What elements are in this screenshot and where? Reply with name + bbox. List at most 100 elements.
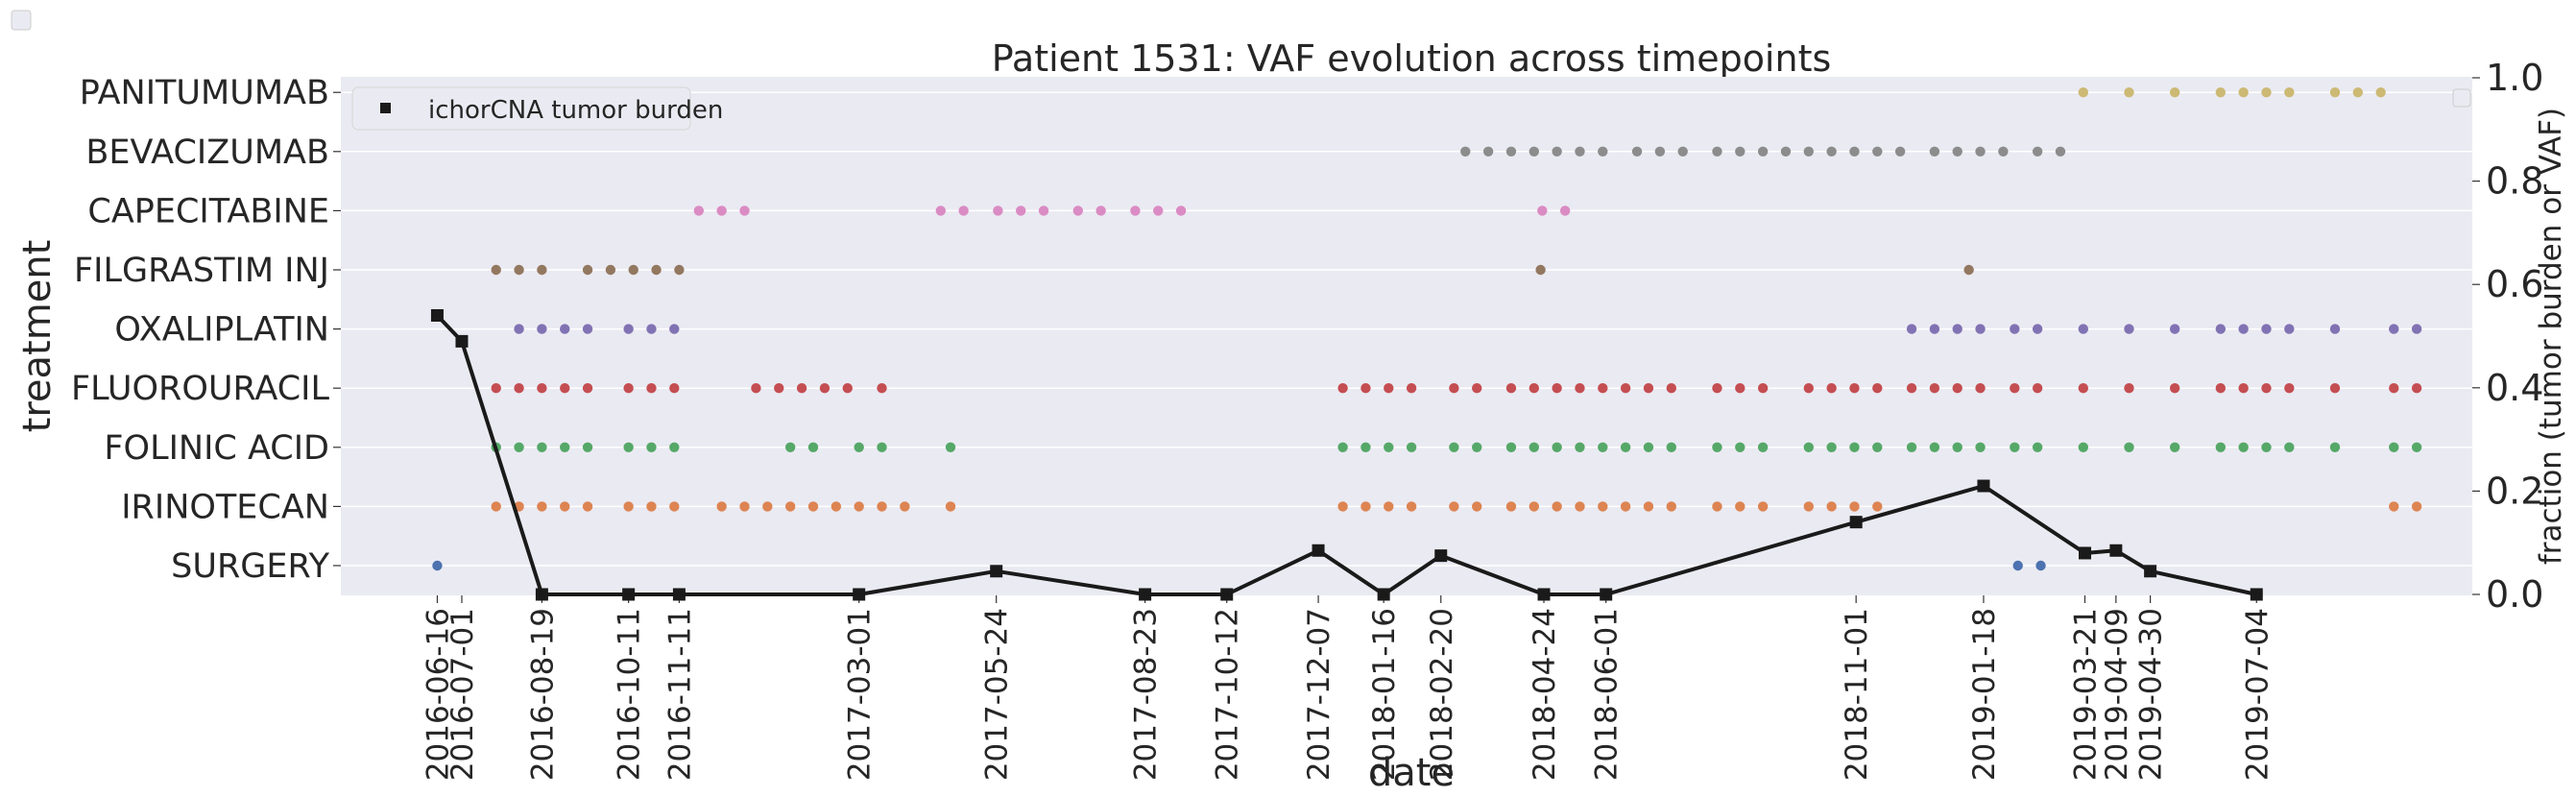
treatment-point (2035, 560, 2046, 571)
treatment-point (1826, 501, 1837, 512)
treatment-point (514, 264, 524, 276)
category-label: PANITUMUMAB (80, 74, 329, 112)
treatment-point (560, 442, 570, 452)
treatment-point (1803, 383, 1815, 394)
treatment-point (1505, 501, 1517, 512)
treatment-point (582, 383, 593, 394)
treatment-point (2169, 383, 2180, 394)
treatment-point (2010, 442, 2020, 452)
secondary-legend-box (2452, 88, 2471, 108)
treatment-point (1872, 383, 1883, 394)
treatment-point (582, 324, 593, 334)
treatment-point (1712, 501, 1722, 512)
treatment-point (716, 206, 727, 216)
treatment-point (1643, 501, 1654, 512)
treatment-point (2032, 383, 2043, 394)
fraction-tick-label: 1.0 (2486, 57, 2543, 99)
treatment-point (1337, 442, 1348, 452)
treatment-point (1072, 206, 1084, 216)
date-tick-label: 2019-03-21 (2069, 608, 2104, 781)
treatment-point (1735, 442, 1745, 452)
treatment-point (2411, 383, 2422, 394)
date-tick-label: 2016-07-01 (445, 608, 480, 781)
treatment-point (1666, 442, 1676, 452)
treatment-point (2078, 442, 2089, 452)
treatment-point (1998, 146, 2009, 157)
treatment-point (762, 501, 773, 512)
treatment-point (2124, 324, 2134, 334)
treatment-point (491, 264, 501, 276)
treatment-point (2012, 560, 2023, 571)
treatment-point (739, 501, 750, 512)
tumor-burden-marker (2109, 544, 2123, 557)
treatment-point (1360, 383, 1371, 394)
treatment-point (2215, 442, 2227, 452)
treatment-point (1666, 501, 1676, 512)
legend-marker (380, 103, 391, 113)
treatment-point (537, 324, 547, 334)
treatment-point (1975, 383, 1986, 394)
treatment-point (935, 206, 947, 216)
treatment-point (1449, 501, 1459, 512)
treatment-point (1449, 383, 1459, 394)
tumor-burden-marker (2250, 588, 2263, 601)
treatment-point (945, 442, 956, 452)
treatment-point (1735, 383, 1745, 394)
treatment-point (1929, 146, 1940, 157)
tumor-burden-marker (535, 588, 548, 601)
treatment-point (1849, 501, 1860, 512)
plot-area (341, 77, 2472, 595)
tumor-burden-marker (1434, 549, 1448, 563)
date-tick-label: 2017-12-07 (1302, 608, 1336, 781)
category-label: SURGERY (171, 547, 329, 586)
treatment-point (2124, 442, 2134, 452)
treatment-point (582, 442, 593, 452)
treatment-point (1575, 442, 1585, 452)
treatment-point (2261, 383, 2272, 394)
treatment-point (1620, 442, 1631, 452)
treatment-point (432, 560, 443, 571)
treatment-point (751, 383, 761, 394)
treatment-point (774, 383, 784, 394)
treatment-point (1872, 442, 1883, 452)
treatment-point (1872, 146, 1883, 157)
fraction-tick-label: 0.6 (2486, 263, 2543, 305)
treatment-point (2284, 383, 2295, 394)
treatment-point (651, 264, 662, 276)
treatment-point (674, 264, 685, 276)
legend-checkbox[interactable] (11, 10, 32, 31)
treatment-point (669, 442, 680, 452)
treatment-point (2078, 87, 2089, 98)
treatment-point (1505, 442, 1517, 452)
treatment-point (877, 501, 887, 512)
treatment-point (582, 264, 593, 276)
treatment-point (1803, 442, 1815, 452)
tumor-burden-marker (2144, 565, 2157, 578)
treatment-point (807, 442, 819, 452)
treatment-point (669, 383, 680, 394)
treatment-point (2261, 87, 2272, 98)
treatment-point (1529, 146, 1539, 157)
treatment-point (1952, 442, 1962, 452)
x-axis-title: date (1368, 751, 1455, 795)
y2-axis-title: fraction (tumor burden or VAF) (2534, 108, 2568, 565)
date-tick-label: 2016-11-11 (662, 608, 697, 781)
treatment-point (623, 442, 634, 452)
treatment-point (1472, 501, 1482, 512)
treatment-point (1735, 146, 1745, 157)
treatment-point (1929, 324, 1940, 334)
treatment-point (2389, 383, 2399, 394)
treatment-point (2032, 442, 2043, 452)
treatment-point (1130, 206, 1141, 216)
treatment-point (2411, 501, 2422, 512)
date-tick-label: 2018-02-20 (1425, 608, 1459, 781)
treatment-point (1712, 383, 1722, 394)
treatment-point (628, 264, 638, 276)
treatment-point (1712, 442, 1722, 452)
y-axis-title: treatment (15, 240, 60, 433)
tumor-burden-marker (672, 588, 686, 601)
tumor-burden-marker (853, 588, 866, 601)
treatment-point (1975, 324, 1986, 334)
